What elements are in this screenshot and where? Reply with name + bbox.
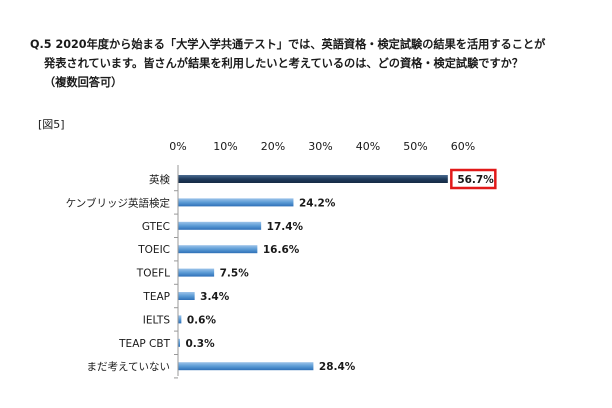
- category-label: TOEFL: [136, 268, 170, 280]
- bar: [178, 362, 314, 371]
- bar: [178, 221, 262, 230]
- bar: [178, 292, 195, 300]
- x-tick-label: 40%: [356, 140, 380, 153]
- value-label: 0.3%: [186, 338, 216, 350]
- category-label: TEAP CBT: [118, 338, 170, 350]
- figure-label: [図5]: [38, 118, 65, 131]
- category-label: ケンブリッジ英語検定: [66, 196, 171, 209]
- x-tick-label: 0%: [169, 140, 186, 153]
- bar: [178, 268, 215, 277]
- bar: [178, 315, 182, 324]
- value-label: 17.4%: [267, 221, 304, 233]
- bar: [178, 175, 448, 183]
- category-label: GTEC: [142, 221, 170, 233]
- question-line-1: Q.5 2020年度から始まる「大学入学共通テスト」では、英語資格・検定試験の結…: [30, 38, 546, 51]
- bar: [178, 198, 294, 207]
- bar: [178, 245, 258, 254]
- bar: [178, 338, 180, 347]
- value-label: 0.6%: [187, 314, 217, 326]
- question-line-2: 発表されています。皆さんが結果を利用したいと考えているのは、どの資格・検定試験で…: [44, 57, 524, 70]
- category-label: 英検: [149, 173, 170, 186]
- x-tick-label: 20%: [261, 140, 285, 153]
- highlight-box: [450, 168, 497, 190]
- x-tick-label: 50%: [403, 140, 427, 153]
- category-label: TOEIC: [137, 244, 170, 256]
- category-label: TEAP: [142, 291, 170, 303]
- question-text: Q.5 2020年度から始まる「大学入学共通テスト」では、英語資格・検定試験の結…: [30, 35, 605, 92]
- category-label: IELTS: [143, 314, 171, 326]
- question-line-3: （複数回答可）: [44, 76, 123, 89]
- value-label: 56.7%: [457, 174, 494, 186]
- value-label: 3.4%: [200, 291, 230, 303]
- x-tick-label: 60%: [451, 140, 475, 153]
- category-label: まだ考えていない: [87, 361, 170, 373]
- x-tick-label: 10%: [213, 140, 237, 153]
- value-label: 28.4%: [319, 361, 356, 373]
- value-label: 16.6%: [263, 244, 300, 256]
- value-label: 24.2%: [299, 197, 336, 209]
- x-tick-label: 30%: [308, 140, 332, 153]
- value-label: 7.5%: [220, 268, 250, 280]
